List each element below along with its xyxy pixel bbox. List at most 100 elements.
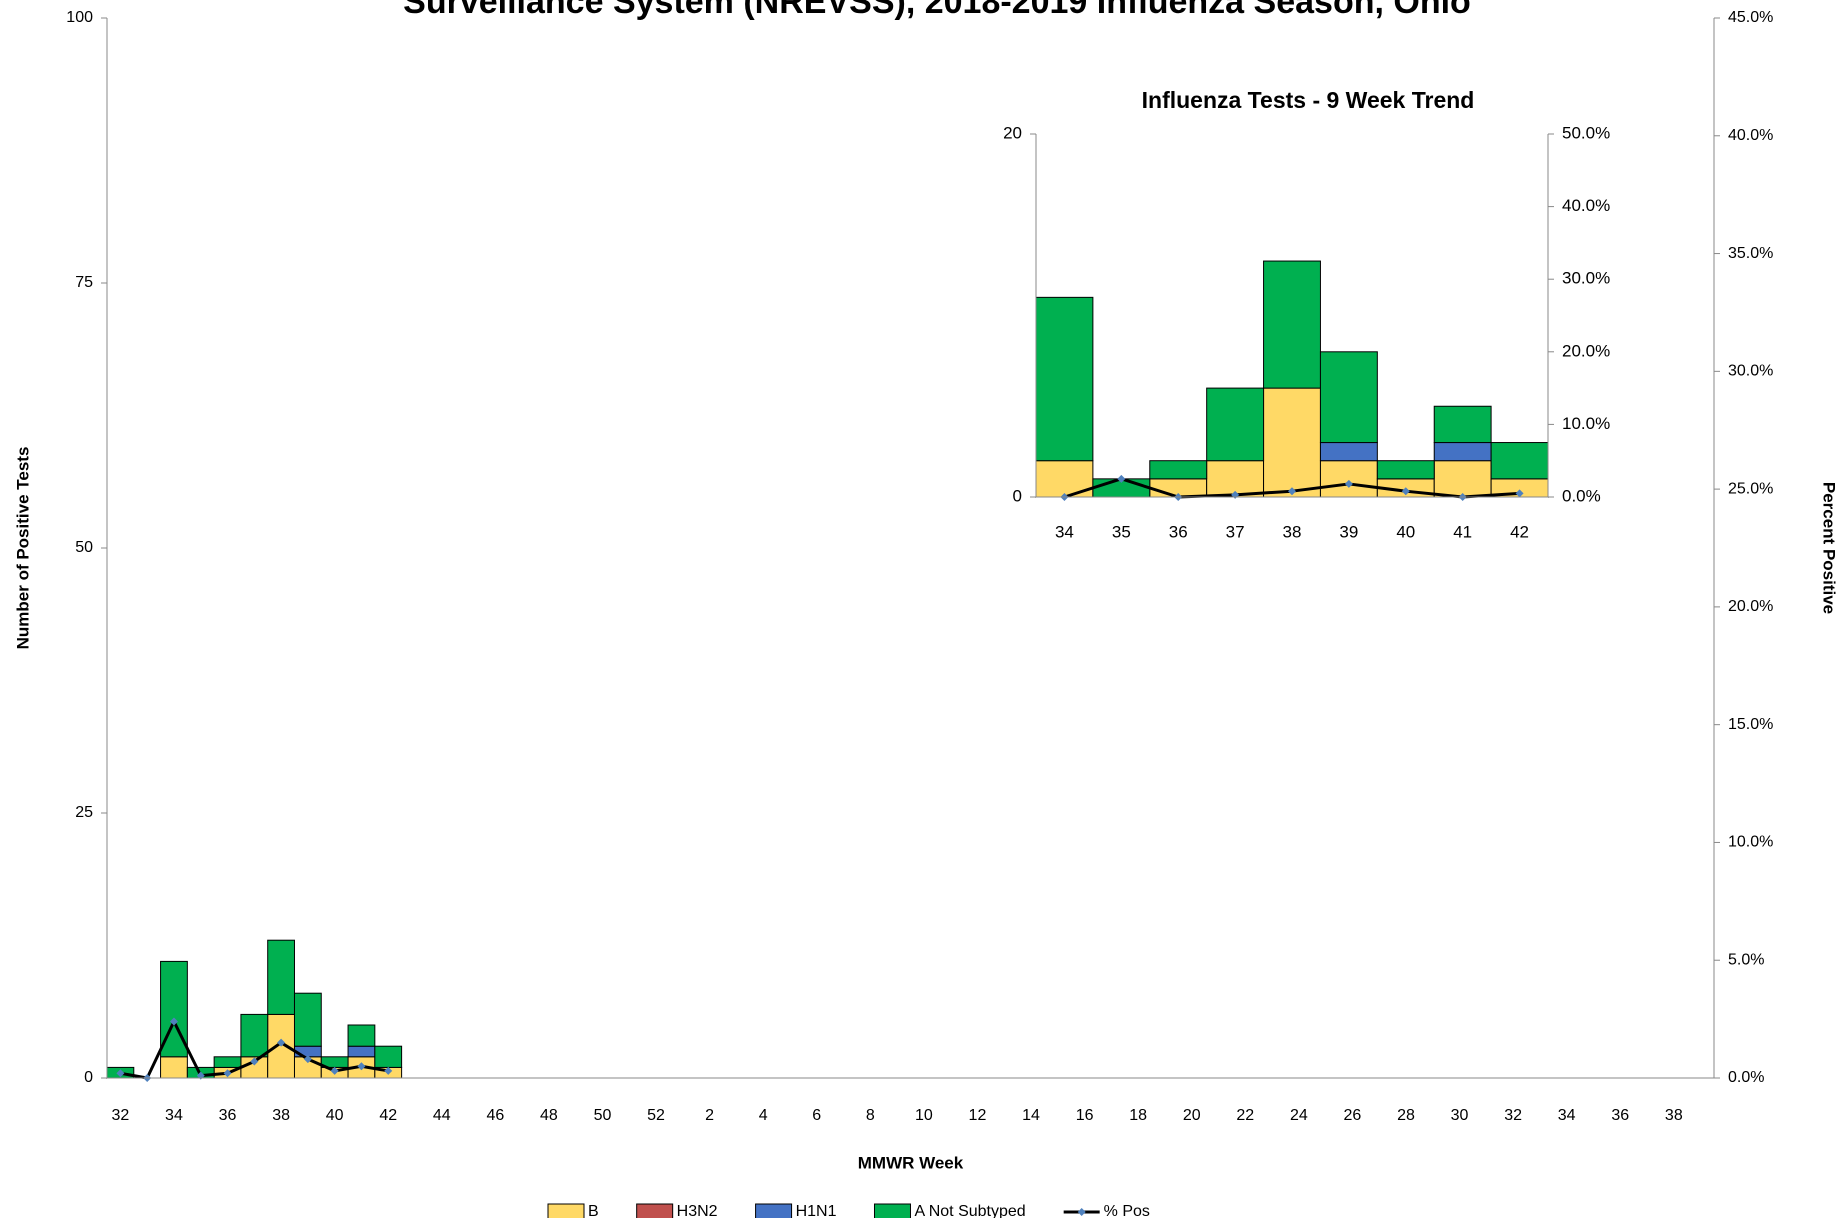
x-tick-label: 28 bbox=[1397, 1107, 1415, 1124]
marker bbox=[330, 1066, 339, 1075]
y-tick-label: 75 bbox=[75, 274, 93, 291]
x-tick-label: 38 bbox=[1283, 522, 1302, 541]
y2-tick-label: 5.0% bbox=[1728, 951, 1764, 968]
marker bbox=[169, 1017, 178, 1026]
y2-tick-label: 10.0% bbox=[1562, 414, 1610, 433]
x-tick-label: 4 bbox=[759, 1107, 768, 1124]
marker bbox=[1401, 487, 1410, 496]
x-tick-label: 18 bbox=[1129, 1107, 1147, 1124]
x-tick-label: 34 bbox=[1558, 1107, 1576, 1124]
x-tick-label: 12 bbox=[969, 1107, 987, 1124]
x-tick-label: 20 bbox=[1183, 1107, 1201, 1124]
x-tick-label: 40 bbox=[1396, 522, 1415, 541]
x-tick-label: 36 bbox=[219, 1107, 237, 1124]
legend-marker bbox=[1077, 1208, 1086, 1216]
marker bbox=[384, 1066, 393, 1075]
x-tick-label: 8 bbox=[866, 1107, 875, 1124]
x-axis-label: MMWR Week bbox=[858, 1153, 964, 1172]
legend-label: % Pos bbox=[1104, 1203, 1150, 1218]
bar-segment bbox=[1319, 442, 1378, 462]
marker bbox=[116, 1069, 125, 1078]
x-tick-label: 34 bbox=[165, 1107, 183, 1124]
bar-segment bbox=[240, 1013, 269, 1058]
x-tick-label: 10 bbox=[915, 1107, 933, 1124]
x-tick-label: 30 bbox=[1451, 1107, 1469, 1124]
y-axis-label: Number of Positive Tests bbox=[13, 447, 32, 650]
x-tick-label: 41 bbox=[1453, 522, 1472, 541]
x-tick-label: 42 bbox=[1510, 522, 1529, 541]
x-tick-label: 50 bbox=[594, 1107, 612, 1124]
y2-tick-label: 15.0% bbox=[1728, 716, 1773, 733]
x-tick-label: 32 bbox=[111, 1107, 129, 1124]
marker bbox=[303, 1055, 312, 1064]
bar-segment bbox=[1263, 387, 1321, 498]
bar-segment bbox=[1263, 260, 1321, 389]
marker bbox=[357, 1062, 366, 1071]
y2-tick-label: 35.0% bbox=[1728, 245, 1773, 262]
x-tick-label: 44 bbox=[433, 1107, 451, 1124]
x-tick-label: 35 bbox=[1112, 522, 1131, 541]
x-tick-label: 39 bbox=[1339, 522, 1358, 541]
y2-tick-label: 30.0% bbox=[1728, 363, 1773, 380]
bar-segment bbox=[160, 1056, 188, 1079]
y-tick-label: 0 bbox=[1013, 486, 1022, 505]
y-tick-label: 25 bbox=[75, 804, 93, 821]
legend-label: A Not Subtyped bbox=[914, 1203, 1025, 1218]
bar-segment bbox=[1319, 351, 1378, 444]
x-tick-label: 40 bbox=[326, 1107, 344, 1124]
marker bbox=[223, 1069, 232, 1078]
bar-segment bbox=[347, 1024, 376, 1047]
x-tick-label: 38 bbox=[272, 1107, 290, 1124]
bar-segment bbox=[213, 1056, 242, 1068]
bar-segment bbox=[1206, 387, 1265, 462]
x-tick-label: 26 bbox=[1344, 1107, 1362, 1124]
bar-segment bbox=[267, 939, 295, 1015]
bar-segment bbox=[1035, 296, 1094, 462]
marker bbox=[250, 1057, 259, 1066]
y2-tick-label: 20.0% bbox=[1562, 341, 1610, 360]
legend-label: B bbox=[588, 1203, 599, 1218]
y-tick-label: 20 bbox=[1003, 123, 1022, 142]
legend-swatch bbox=[547, 1203, 585, 1218]
y2-tick-label: 50.0% bbox=[1562, 123, 1610, 142]
x-tick-label: 36 bbox=[1611, 1107, 1629, 1124]
y2-tick-label: 25.0% bbox=[1728, 480, 1773, 497]
bar-segment bbox=[347, 1045, 376, 1058]
y2-axis-label: Percent Positive bbox=[1820, 482, 1839, 614]
x-tick-label: 34 bbox=[1055, 522, 1074, 541]
marker bbox=[1288, 487, 1296, 496]
x-tick-label: 32 bbox=[1504, 1107, 1522, 1124]
bar-segment bbox=[1433, 442, 1492, 462]
x-tick-label: 42 bbox=[379, 1107, 397, 1124]
legend-swatch bbox=[636, 1203, 674, 1218]
x-tick-label: 37 bbox=[1226, 522, 1245, 541]
marker bbox=[1515, 489, 1524, 498]
x-tick-label: 24 bbox=[1290, 1107, 1308, 1124]
y-tick-label: 0 bbox=[84, 1069, 93, 1086]
y2-tick-label: 20.0% bbox=[1728, 598, 1773, 615]
legend-label: H1N1 bbox=[796, 1203, 837, 1218]
y2-tick-label: 0.0% bbox=[1562, 486, 1601, 505]
marker bbox=[1344, 479, 1353, 488]
legend-label: H3N2 bbox=[677, 1203, 718, 1218]
x-tick-label: 48 bbox=[540, 1107, 558, 1124]
y-tick-label: 100 bbox=[66, 9, 93, 26]
x-tick-label: 14 bbox=[1022, 1107, 1040, 1124]
marker bbox=[277, 1038, 286, 1047]
x-tick-label: 52 bbox=[647, 1107, 665, 1124]
bar-segment bbox=[374, 1045, 403, 1068]
bar-segment bbox=[293, 992, 322, 1047]
x-tick-label: 6 bbox=[812, 1107, 821, 1124]
x-tick-label: 22 bbox=[1236, 1107, 1254, 1124]
marker bbox=[1117, 474, 1126, 483]
bar-segment bbox=[1490, 442, 1549, 480]
bar-segment bbox=[1319, 460, 1378, 498]
y2-tick-label: 45.0% bbox=[1728, 9, 1773, 26]
y2-tick-label: 0.0% bbox=[1728, 1069, 1764, 1086]
x-tick-label: 38 bbox=[1665, 1107, 1683, 1124]
legend-swatch bbox=[873, 1203, 911, 1218]
y2-tick-label: 40.0% bbox=[1562, 196, 1610, 215]
bar-segment bbox=[1433, 405, 1492, 444]
x-tick-label: 2 bbox=[705, 1107, 714, 1124]
